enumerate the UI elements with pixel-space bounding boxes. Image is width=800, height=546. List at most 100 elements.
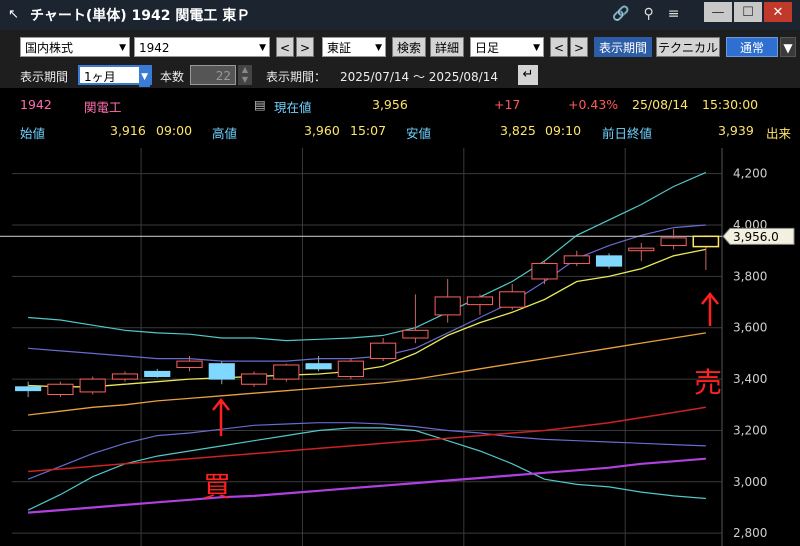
high-value: 3,960: [304, 123, 340, 138]
current-price: 3,956: [372, 97, 408, 112]
toolbar: 国内株式 ▼ 1942 ▼ < > 東証 ▼ 検索 詳細 日足 ▼ < > 表示期間 テ…: [0, 30, 800, 62]
low-value: 3,825: [500, 123, 536, 138]
chevron-down-icon: ▼: [139, 67, 150, 87]
show-period-button[interactable]: 表示期間: [594, 37, 652, 57]
bollinger-upper-line: [28, 171, 707, 342]
buy-arrowhead-icon: [212, 397, 230, 411]
bollinger-lower2-line: [27, 422, 706, 480]
bollinger-upper2-line: [28, 224, 706, 362]
period-select[interactable]: 1ヶ月 ▼: [78, 65, 152, 87]
candle-body: [660, 237, 687, 247]
period-type-value: 日足: [475, 41, 500, 55]
title-bar: ↖ チャート(単体) 1942 関電工 東Ｐ 🔗 ⚲ ≡ — ☐ ✕: [0, 0, 800, 30]
change-percent: +0.43%: [568, 97, 619, 112]
period-select-value: 1ヶ月: [84, 70, 116, 84]
minimize-button[interactable]: —: [704, 2, 732, 22]
code-input-value: 1942: [139, 41, 170, 55]
candle-body: [176, 360, 203, 369]
candle-body: [628, 247, 655, 252]
candle-body: [273, 364, 300, 380]
y-tick-label: 3,000: [733, 475, 767, 489]
red-trend-line: [28, 406, 707, 473]
sell-annotation: 売: [694, 291, 722, 399]
range-value: 2025/07/14 ～ 2025/08/14: [340, 70, 498, 84]
count-value: 22: [215, 69, 231, 83]
long-ma-line: [28, 332, 707, 416]
range-label: 表示期間：: [266, 70, 327, 84]
next-period-button[interactable]: >: [570, 37, 588, 57]
y-tick-label: 3,200: [733, 423, 767, 437]
current-price-marker: [722, 227, 795, 245]
y-tick-label: 2,800: [733, 526, 767, 540]
maximize-button[interactable]: ☐: [734, 2, 762, 22]
document-icon[interactable]: ▤: [254, 97, 266, 112]
candle-body: [370, 342, 397, 360]
window-title: チャート(単体) 1942 関電工 東Ｐ: [30, 8, 251, 24]
chart-app-icon: ↖: [8, 7, 19, 22]
indicator-lines: [0, 171, 722, 514]
prev-close-label: 前日終値: [602, 126, 653, 141]
candle-body: [15, 386, 42, 392]
chart-background: [0, 148, 800, 546]
mode-button[interactable]: 通常: [726, 37, 778, 57]
price-marker: 3,956.0: [722, 227, 795, 245]
buy-label: 買: [203, 470, 231, 503]
link-icon[interactable]: 🔗: [612, 6, 630, 22]
buy-annotation: 買: [203, 397, 231, 503]
quote-row: 1942 関電工 ▤ 現在値 3,956 +17 +0.43% 25/08/14…: [0, 94, 800, 116]
low-label: 安値: [406, 126, 432, 141]
stock-code: 1942: [20, 97, 52, 112]
quote-time: 15:30:00: [702, 97, 759, 112]
period-label: 表示期間: [20, 70, 69, 84]
close-button[interactable]: ✕: [764, 2, 792, 22]
count-input[interactable]: 22: [190, 65, 236, 85]
period-type-select[interactable]: 日足 ▼: [470, 37, 544, 57]
candle-body: [692, 235, 719, 248]
candle-body: [466, 296, 494, 306]
y-tick-label: 3,600: [733, 321, 767, 335]
candle-body: [305, 363, 332, 370]
volume-label: 出来: [766, 126, 792, 141]
candle-body: [111, 373, 139, 380]
next-code-button[interactable]: >: [296, 37, 314, 57]
y-tick-label: 4,200: [733, 167, 767, 181]
candle-body: [79, 378, 106, 393]
code-input[interactable]: 1942 ▼: [134, 37, 270, 57]
sell-label: 売: [694, 366, 722, 399]
candle-body: [337, 360, 364, 378]
current-label: 現在値: [274, 100, 312, 115]
y-tick-label: 3,800: [733, 269, 767, 283]
price-chart[interactable]: 4,2004,0003,8003,6003,4003,2003,0002,800…: [0, 148, 800, 546]
prev-period-button[interactable]: <: [550, 37, 568, 57]
menu-icon[interactable]: ≡: [667, 6, 680, 22]
purple-trend-line: [28, 457, 706, 514]
chart-grid: [12, 148, 723, 546]
candle-body: [595, 255, 623, 267]
detail-button[interactable]: 詳細: [430, 37, 464, 57]
market-select[interactable]: 国内株式 ▼: [20, 37, 130, 57]
refresh-icon[interactable]: ↵: [518, 65, 538, 85]
chevron-down-icon: ▼: [375, 43, 382, 53]
change-value: +17: [494, 97, 521, 112]
search-button[interactable]: 検索: [392, 37, 426, 57]
quote-date: 25/08/14: [632, 97, 689, 112]
candle-body: [208, 363, 235, 380]
candle-body: [434, 296, 461, 316]
period-row: 表示期間 1ヶ月 ▼ 本数 22 ▲ ▼ 表示期間： 2025/07/14 ～ 2…: [0, 62, 800, 88]
candle-body: [563, 255, 590, 265]
candle-body: [144, 370, 171, 378]
mode-dropdown-button[interactable]: ▼: [780, 37, 796, 57]
chevron-down-icon: ▼: [259, 43, 266, 53]
open-value: 3,916: [110, 123, 146, 138]
chevron-down-icon: ▼: [533, 43, 540, 53]
prev-code-button[interactable]: <: [276, 37, 294, 57]
exchange-select[interactable]: 東証 ▼: [322, 37, 386, 57]
bollinger-lower-line: [27, 427, 706, 511]
high-time: 15:07: [350, 123, 387, 138]
candle-body: [402, 329, 429, 339]
count-stepper[interactable]: ▲ ▼: [238, 65, 252, 85]
candle-body: [499, 291, 526, 308]
search-icon[interactable]: ⚲: [643, 6, 654, 22]
technical-button[interactable]: テクニカル: [656, 37, 720, 57]
